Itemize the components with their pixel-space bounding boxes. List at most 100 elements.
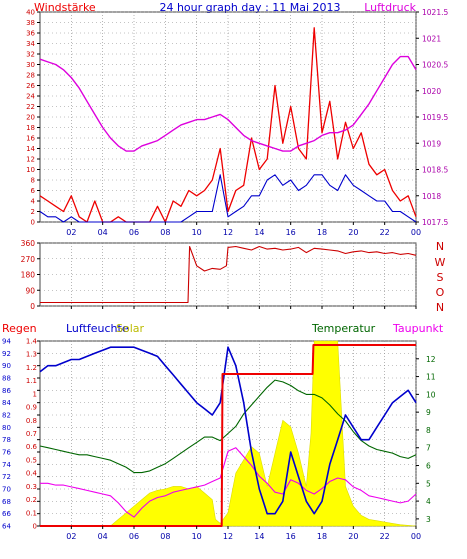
pressure-y-tick-label: 1019.5 bbox=[422, 113, 448, 122]
humidity-y-tick-label: 78 bbox=[2, 436, 11, 444]
climate-x-tick-label: 04 bbox=[98, 532, 108, 541]
pressure-y-tick-label: 1021 bbox=[422, 34, 441, 43]
rain-y-tick-label: 0.2 bbox=[26, 496, 37, 504]
wind-y-tick-label: 12 bbox=[26, 156, 35, 164]
wind-y-tick-label: 22 bbox=[26, 103, 35, 111]
wind-y-tick-label: 6 bbox=[31, 187, 36, 195]
direction-marks bbox=[40, 245, 417, 304]
humidity-y-tick-label: 84 bbox=[2, 399, 11, 407]
climate-x-tick-label: 06 bbox=[129, 532, 139, 541]
wind-y-tick-label: 2 bbox=[31, 208, 35, 216]
temperature-y-tick-label: 3 bbox=[426, 515, 431, 524]
pressure-axis-title: Luftdruck bbox=[364, 1, 416, 14]
direction-y-tick-label: 90 bbox=[25, 286, 35, 295]
temperature-y-tick-label: 10 bbox=[426, 390, 436, 399]
humidity-y-tick-label: 88 bbox=[2, 375, 11, 383]
climate-x-tick-label: 14 bbox=[254, 532, 264, 541]
direction-label-n2: N bbox=[436, 301, 444, 314]
humidity-y-tick-label: 74 bbox=[2, 461, 11, 469]
page-title: 24 hour graph day : 11 Mai 2013 bbox=[159, 1, 340, 14]
direction-y-tick-label: 270 bbox=[21, 255, 36, 264]
direction-label-s: S bbox=[437, 271, 444, 284]
pressure-y-tick-label: 1020 bbox=[422, 87, 441, 96]
solar-axis-title: Solar bbox=[116, 322, 145, 335]
direction-label-w: W bbox=[435, 256, 446, 269]
direction-y-tick-label: 360 bbox=[21, 239, 36, 248]
wind-x-tick-label: 16 bbox=[286, 228, 296, 237]
rain-y-tick-label: 0.8 bbox=[26, 417, 37, 425]
climate-x-tick-label: 08 bbox=[160, 532, 170, 541]
wind-y-tick-label: 18 bbox=[26, 124, 35, 132]
pressure-line bbox=[39, 55, 417, 152]
rain-axis-title: Regen bbox=[2, 322, 37, 335]
rain-y-tick-label: 0.3 bbox=[26, 483, 37, 491]
rain-y-tick-label: 1.3 bbox=[26, 351, 37, 359]
temperature-y-tick-label: 9 bbox=[426, 408, 431, 417]
wind-y-tick-label: 34 bbox=[26, 40, 35, 48]
rain-y-tick-label: 1 bbox=[33, 390, 37, 398]
wind-x-tick-label: 12 bbox=[223, 228, 233, 237]
pressure-y-tick-label: 1020.5 bbox=[422, 61, 448, 70]
climate-x-tick-label: 02 bbox=[66, 532, 76, 541]
climate-x-tick-label: 10 bbox=[192, 532, 202, 541]
pressure-y-tick-label: 1021.5 bbox=[422, 8, 448, 17]
wind-x-tick-label: 18 bbox=[317, 228, 327, 237]
climate-axes: 6466687072747678808284868890929400.10.20… bbox=[2, 338, 436, 542]
climate-x-tick-label: 20 bbox=[348, 532, 358, 541]
temperature-y-tick-label: 7 bbox=[426, 444, 431, 453]
climate-x-tick-label: 18 bbox=[317, 532, 327, 541]
temperature-y-tick-label: 12 bbox=[426, 355, 436, 364]
wind-y-tick-label: 28 bbox=[26, 72, 35, 80]
wind-y-tick-label: 40 bbox=[26, 9, 35, 17]
wind-y-tick-label: 24 bbox=[26, 93, 35, 101]
climate-x-tick-label: 12 bbox=[223, 532, 233, 541]
wind-y-tick-label: 16 bbox=[26, 135, 35, 143]
pressure-y-tick-label: 1019 bbox=[422, 139, 441, 148]
temperature-axis-title: Temperatur bbox=[311, 322, 376, 335]
humidity-y-tick-label: 66 bbox=[2, 510, 11, 518]
wind-y-tick-label: 10 bbox=[26, 166, 35, 174]
rain-y-tick-label: 0 bbox=[33, 523, 37, 531]
wind-y-tick-label: 32 bbox=[26, 51, 35, 59]
wind-x-tick-label: 06 bbox=[129, 228, 139, 237]
climate-x-tick-label: 00 bbox=[411, 532, 421, 541]
humidity-y-tick-label: 72 bbox=[2, 473, 11, 481]
rain-y-tick-label: 0.6 bbox=[26, 443, 38, 451]
direction-y-tick-label: 0 bbox=[30, 302, 35, 311]
direction-y-tick-label: 180 bbox=[21, 271, 36, 280]
wind-y-tick-label: 30 bbox=[26, 61, 35, 69]
humidity-axis-title: Luftfeuchte bbox=[66, 322, 129, 335]
temperature-y-tick-label: 11 bbox=[426, 373, 436, 382]
wind-x-tick-label: 10 bbox=[192, 228, 202, 237]
pressure-y-tick-label: 1017.5 bbox=[422, 218, 448, 227]
temperature-line bbox=[39, 379, 417, 474]
direction-label-o: O bbox=[436, 286, 445, 299]
rain-y-tick-label: 0.4 bbox=[26, 470, 38, 478]
climate-x-tick-label: 16 bbox=[286, 532, 296, 541]
wind-axes: 0246810121416182022242628303234363840101… bbox=[26, 8, 448, 237]
humidity-y-tick-label: 64 bbox=[2, 523, 11, 531]
humidity-y-tick-label: 70 bbox=[2, 486, 11, 494]
rain-y-tick-label: 1.1 bbox=[26, 377, 37, 385]
wind-y-tick-label: 4 bbox=[31, 198, 36, 206]
rain-y-tick-label: 0.7 bbox=[26, 430, 37, 438]
temperature-y-tick-label: 6 bbox=[426, 462, 431, 471]
rain-y-tick-label: 1.4 bbox=[26, 338, 38, 346]
wind-y-tick-label: 0 bbox=[31, 219, 35, 227]
pressure-y-tick-label: 1018 bbox=[422, 192, 441, 201]
rain-y-tick-label: 1.2 bbox=[26, 364, 37, 372]
wind-y-tick-label: 38 bbox=[26, 19, 35, 27]
temperature-y-tick-label: 5 bbox=[426, 479, 431, 488]
wind-axis-title: Windstärke bbox=[34, 1, 96, 14]
humidity-y-tick-label: 82 bbox=[2, 412, 11, 420]
wind-x-tick-label: 00 bbox=[411, 228, 421, 237]
wind-direction-line bbox=[40, 245, 417, 304]
dewpoint-line bbox=[40, 447, 417, 518]
humidity-y-tick-label: 92 bbox=[2, 350, 11, 358]
wind-x-tick-label: 02 bbox=[66, 228, 76, 237]
temperature-y-tick-label: 4 bbox=[426, 497, 431, 506]
wind-x-tick-label: 20 bbox=[348, 228, 358, 237]
humidity-y-tick-label: 68 bbox=[2, 498, 11, 506]
